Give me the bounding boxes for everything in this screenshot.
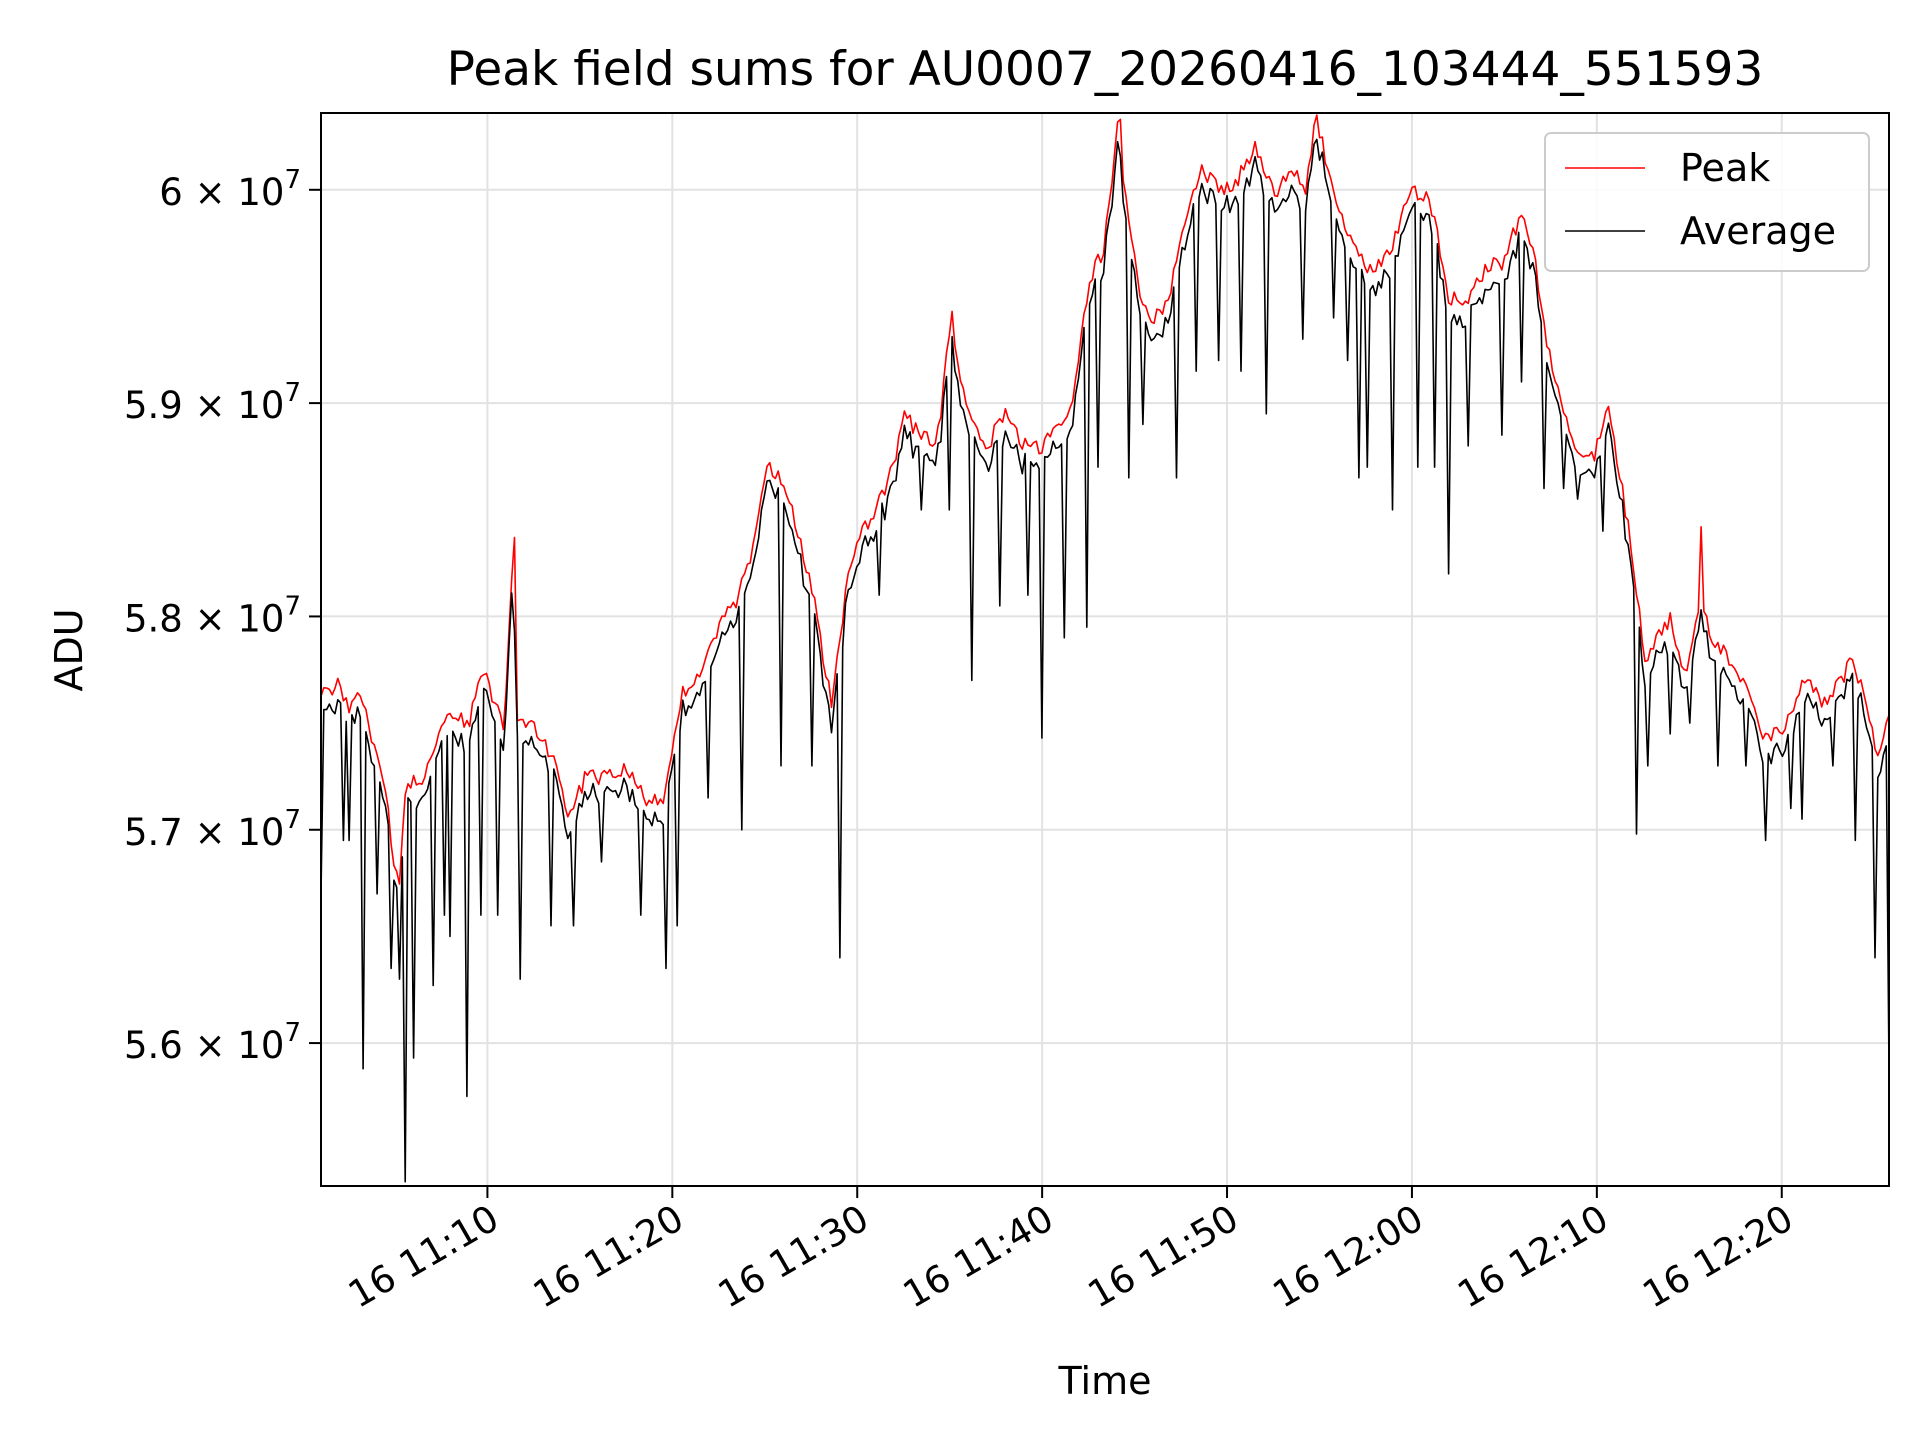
y-tick-times: × 10 xyxy=(183,384,285,427)
y-tick-label: 5.6 × 107 xyxy=(124,1018,301,1067)
y-tick-times: × 10 xyxy=(183,811,285,854)
y-tick-mantissa: 5.7 xyxy=(124,811,183,854)
y-tick-mantissa: 6 xyxy=(159,171,183,214)
plot-frame xyxy=(320,112,1890,1187)
y-tick-mantissa: 5.9 xyxy=(124,384,183,427)
y-tick-exponent: 7 xyxy=(284,165,301,195)
legend: Peak Average xyxy=(1544,132,1870,272)
y-tick-exponent: 7 xyxy=(284,1018,301,1048)
legend-label-peak: Peak xyxy=(1680,146,1770,190)
y-tick-mantissa: 5.8 xyxy=(124,597,183,640)
y-tick-times: × 10 xyxy=(183,597,285,640)
data-lines xyxy=(320,114,1890,1183)
y-axis-label: ADU xyxy=(47,608,91,691)
grid-lines xyxy=(321,113,1889,1186)
series-line-average xyxy=(320,138,1890,1183)
y-tick-exponent: 7 xyxy=(284,378,301,408)
y-tick-times: × 10 xyxy=(183,171,285,214)
y-tick-label: 5.9 × 107 xyxy=(124,378,301,427)
x-axis-label: Time xyxy=(1058,1359,1152,1403)
y-tick-mantissa: 5.6 xyxy=(124,1024,183,1067)
y-tick-times: × 10 xyxy=(183,1024,285,1067)
series-line-peak xyxy=(320,114,1890,885)
legend-label-average: Average xyxy=(1680,209,1836,253)
y-tick-exponent: 7 xyxy=(284,805,301,835)
y-tick-exponent: 7 xyxy=(284,591,301,621)
y-tick-label: 5.8 × 107 xyxy=(124,591,301,640)
y-tick-label: 5.7 × 107 xyxy=(124,805,301,854)
y-tick-label: 6 × 107 xyxy=(159,165,301,214)
chart-title: Peak field sums for AU0007_20260416_1034… xyxy=(447,42,1764,97)
